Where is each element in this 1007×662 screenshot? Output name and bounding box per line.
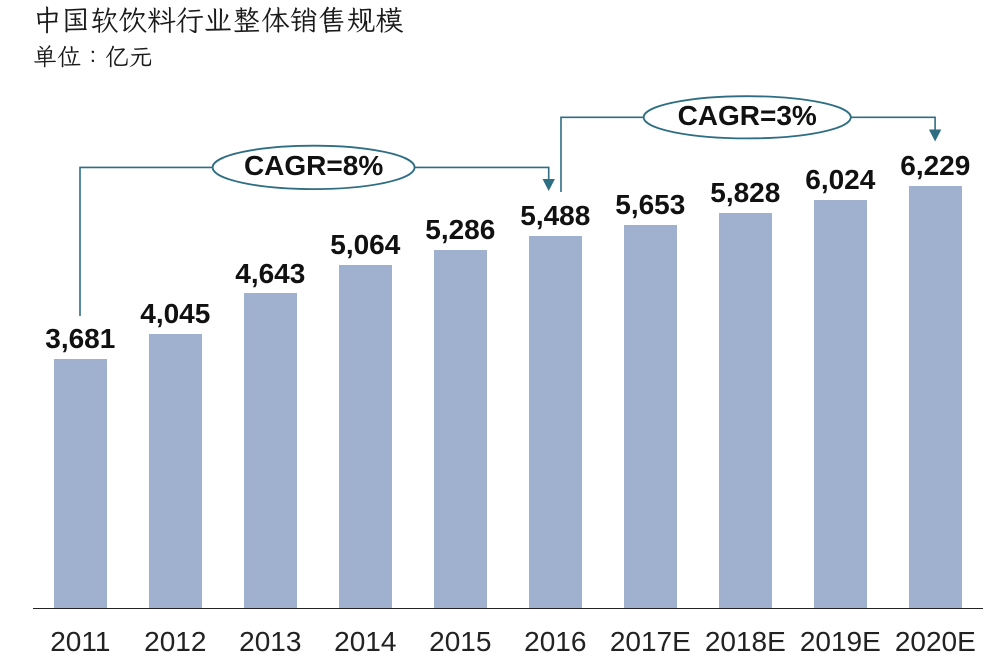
svg-text:CAGR=8%: CAGR=8%	[244, 150, 383, 181]
svg-text:CAGR=3%: CAGR=3%	[678, 100, 817, 131]
